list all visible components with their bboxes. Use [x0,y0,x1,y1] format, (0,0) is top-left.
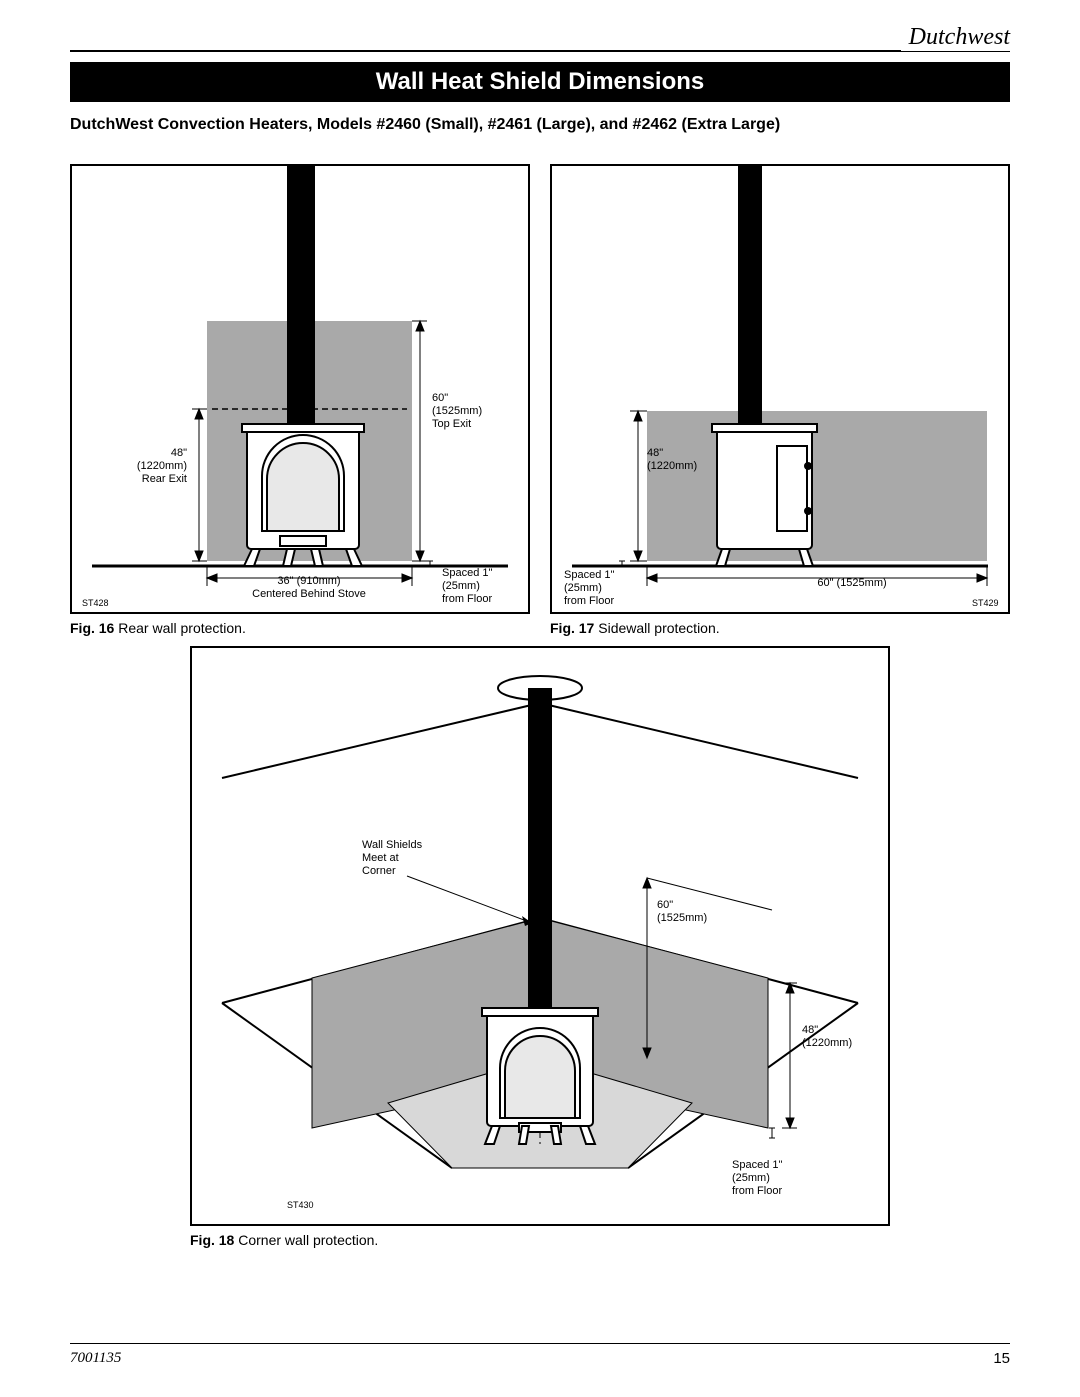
fig17-cap-rest: Sidewall protection. [594,620,719,636]
figure-18-box: Wall Shields Meet at Corner 60" (1525mm) [190,646,890,1226]
figure-17-box: 48" (1220mm) 60" (1525mm) Spaced 1 [550,164,1010,614]
fig16-cap-bold: Fig. 16 [70,620,114,636]
figure-18-container: Wall Shields Meet at Corner 60" (1525mm) [190,636,890,1248]
dim-60-3: Top Exit [432,418,471,430]
dim-sp-2: (25mm) [442,580,480,592]
figure-16-svg: 48" (1220mm) Rear Exit 60" (1525mm) Top … [72,166,528,612]
dim18-sp-1: Spaced 1" [732,1159,782,1171]
figure-17-svg: 48" (1220mm) 60" (1525mm) Spaced 1 [552,166,1008,612]
dim18-ws-2: Meet at [362,852,399,864]
dim17-48-1: 48" [647,447,663,459]
dim-36-1: 36" (910mm) [277,575,340,587]
dim17-48-2: (1220mm) [647,460,697,472]
footer-pagenum: 15 [993,1350,1010,1367]
page-title: Wall Heat Shield Dimensions [70,62,1010,102]
fig18-cap-rest: Corner wall protection. [234,1232,378,1248]
dim-sp-1: Spaced 1" [442,567,492,579]
dim18-60-2: (1525mm) [657,912,707,924]
dim18-ws-3: Corner [362,865,396,877]
fig17-code: ST429 [972,598,999,608]
footer-docnum: 7001135 [70,1350,121,1367]
fig16-code: ST428 [82,598,109,608]
dim-sp-3: from Floor [442,593,492,605]
dim-48-1: 48" [171,447,187,459]
figure-17-caption: Fig. 17 Sidewall protection. [550,620,1010,636]
figure-16-container: 48" (1220mm) Rear Exit 60" (1525mm) Top … [70,164,530,636]
dim17-sp-3: from Floor [564,595,614,607]
dim18-ws-1: Wall Shields [362,839,423,851]
dim-48-3: Rear Exit [142,473,187,485]
dim18-48-2: (1220mm) [802,1037,852,1049]
dim17-sp-2: (25mm) [564,582,602,594]
dim-36-2: Centered Behind Stove [252,588,366,600]
dim-60-2: (1525mm) [432,405,482,417]
dim-48-2: (1220mm) [137,460,187,472]
dim18-sp-3: from Floor [732,1185,782,1197]
dim17-sp-1: Spaced 1" [564,569,614,581]
fig17-cap-bold: Fig. 17 [550,620,594,636]
figure-18-svg: Wall Shields Meet at Corner 60" (1525mm) [192,648,888,1224]
dim18-48-1: 48" [802,1024,818,1036]
brand-name: Dutchwest [901,24,1010,51]
figure-17-container: 48" (1220mm) 60" (1525mm) Spaced 1 [550,164,1010,636]
page-subtitle: DutchWest Convection Heaters, Models #24… [70,116,1010,134]
fig16-cap-rest: Rear wall protection. [114,620,246,636]
figure-16-box: 48" (1220mm) Rear Exit 60" (1525mm) Top … [70,164,530,614]
dim17-60: 60" (1525mm) [817,577,886,589]
fig18-code: ST430 [287,1200,314,1210]
dim18-60-1: 60" [657,899,673,911]
figure-18-caption: Fig. 18 Corner wall protection. [190,1232,378,1248]
dim18-sp-2: (25mm) [732,1172,770,1184]
dim-60-1: 60" [432,392,448,404]
fig18-cap-bold: Fig. 18 [190,1232,234,1248]
page-footer: 7001135 15 [70,1343,1010,1367]
figure-16-caption: Fig. 16 Rear wall protection. [70,620,530,636]
header-rule: Dutchwest [70,50,1010,52]
figure-row-top: 48" (1220mm) Rear Exit 60" (1525mm) Top … [70,164,1010,636]
